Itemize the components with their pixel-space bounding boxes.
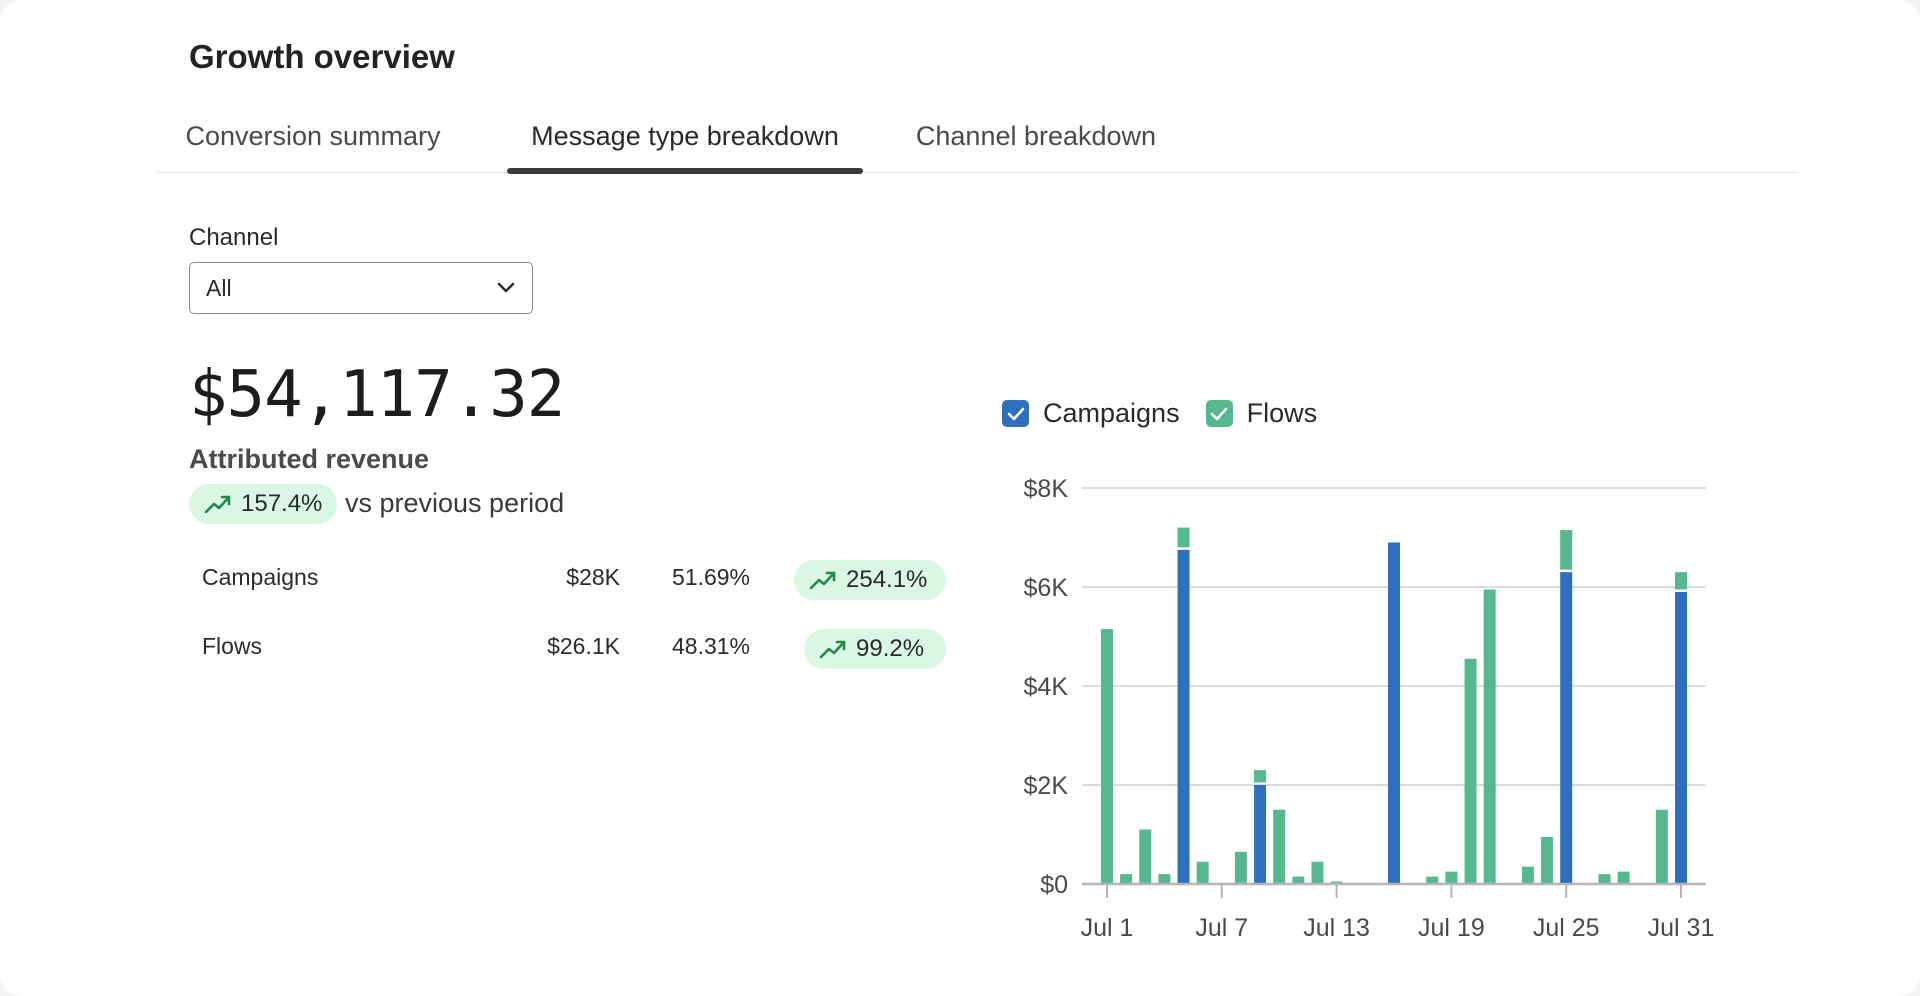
bar-flows (1483, 589, 1496, 884)
bar-flows (1675, 572, 1687, 590)
bar-flows (1464, 658, 1477, 884)
bar-flows (1196, 861, 1209, 884)
channel-select[interactable]: All (189, 262, 533, 314)
x-tick-label: Jul 13 (1303, 914, 1370, 942)
campaigns-change-value: 254.1% (846, 566, 928, 593)
bar-flows (1234, 851, 1247, 884)
bar-flows (1617, 871, 1630, 884)
bar-flows (1560, 530, 1573, 570)
bar-flows (1541, 836, 1554, 884)
tab-channel-breakdown[interactable]: Channel breakdown (915, 120, 1157, 151)
y-tick-label: $2K (1024, 772, 1069, 800)
tab-message-type-breakdown[interactable]: Message type breakdown (507, 100, 863, 174)
trend-up-icon (809, 571, 836, 590)
x-tick-label: Jul 19 (1418, 914, 1485, 942)
bar-flows (1273, 809, 1286, 884)
bar-flows (1101, 629, 1113, 884)
bar-flows (1292, 876, 1305, 884)
tab-bar: Conversion summary Message type breakdow… (157, 100, 1797, 174)
bar-flows (1311, 861, 1324, 884)
trend-up-icon (819, 640, 846, 659)
vs-previous-period-text: vs previous period (345, 488, 565, 518)
bar-flows (1598, 874, 1611, 884)
tab-conversion-summary[interactable]: Conversion summary (185, 120, 441, 151)
legend-label-flows: Flows (1246, 398, 1318, 428)
page-title: Growth overview (189, 38, 455, 75)
legend-item-campaigns[interactable]: Campaigns (1002, 398, 1180, 429)
chart-legend: Campaigns Flows (1002, 398, 1317, 429)
bar-flows (1521, 866, 1534, 884)
revenue-change-value: 157.4% (241, 490, 323, 517)
legend-item-flows[interactable]: Flows (1205, 398, 1318, 429)
revenue-change-badge: 157.4% (189, 484, 337, 524)
bar-campaigns (1675, 591, 1687, 884)
breakdown-row-flows-name: Flows (202, 633, 263, 659)
attributed-revenue-label: Attributed revenue (189, 444, 430, 474)
breakdown-row-campaigns-share: 51.69% (672, 564, 751, 590)
bar-campaigns (1177, 549, 1190, 884)
bar-flows (1655, 809, 1668, 884)
campaigns-change-badge: 254.1% (794, 560, 946, 600)
x-tick-label: Jul 1 (1081, 914, 1134, 942)
x-tick-label: Jul 25 (1533, 914, 1600, 942)
bar-flows (1445, 871, 1458, 884)
revenue-bar-chart: $0 $2K $4K $6K $8K Jul 1 Jul 7 Jul 13 Jul 19 Jul … (1024, 475, 1715, 942)
bar-campaigns (1254, 785, 1267, 884)
channel-select-value: All (206, 274, 232, 301)
flows-change-value: 99.2% (856, 635, 925, 662)
y-tick-label: $6K (1024, 574, 1069, 602)
bar-flows (1139, 829, 1152, 884)
breakdown-row-campaigns-name: Campaigns (202, 564, 319, 590)
bar-flows (1120, 874, 1133, 884)
breakdown-row-flows-share: 48.31% (672, 633, 751, 659)
y-tick-label: $0 (1040, 871, 1068, 899)
checkbox-checked-icon[interactable] (1205, 400, 1233, 427)
y-tick-label: $8K (1024, 475, 1069, 503)
bar-campaigns (1560, 572, 1573, 884)
y-tick-label: $4K (1024, 673, 1069, 701)
breakdown-row-flows-amount: $26.1K (547, 633, 620, 659)
x-tick-label: Jul 7 (1195, 914, 1248, 942)
bar-flows (1254, 770, 1267, 783)
checkbox-checked-icon[interactable] (1002, 400, 1029, 427)
flows-change-badge: 99.2% (804, 629, 946, 669)
bar-flows (1158, 874, 1171, 884)
breakdown-row-campaigns-amount: $28K (566, 564, 620, 590)
attributed-revenue-value: $54,117.32 (189, 358, 565, 432)
legend-label-campaigns: Campaigns (1043, 398, 1180, 428)
bar-flows (1177, 527, 1190, 548)
trend-up-icon (204, 495, 231, 514)
bar-campaigns (1388, 542, 1400, 884)
channel-label: Channel (189, 224, 279, 251)
chevron-down-icon (497, 282, 515, 293)
bar-flows (1426, 876, 1439, 884)
x-tick-label: Jul 31 (1648, 914, 1715, 942)
